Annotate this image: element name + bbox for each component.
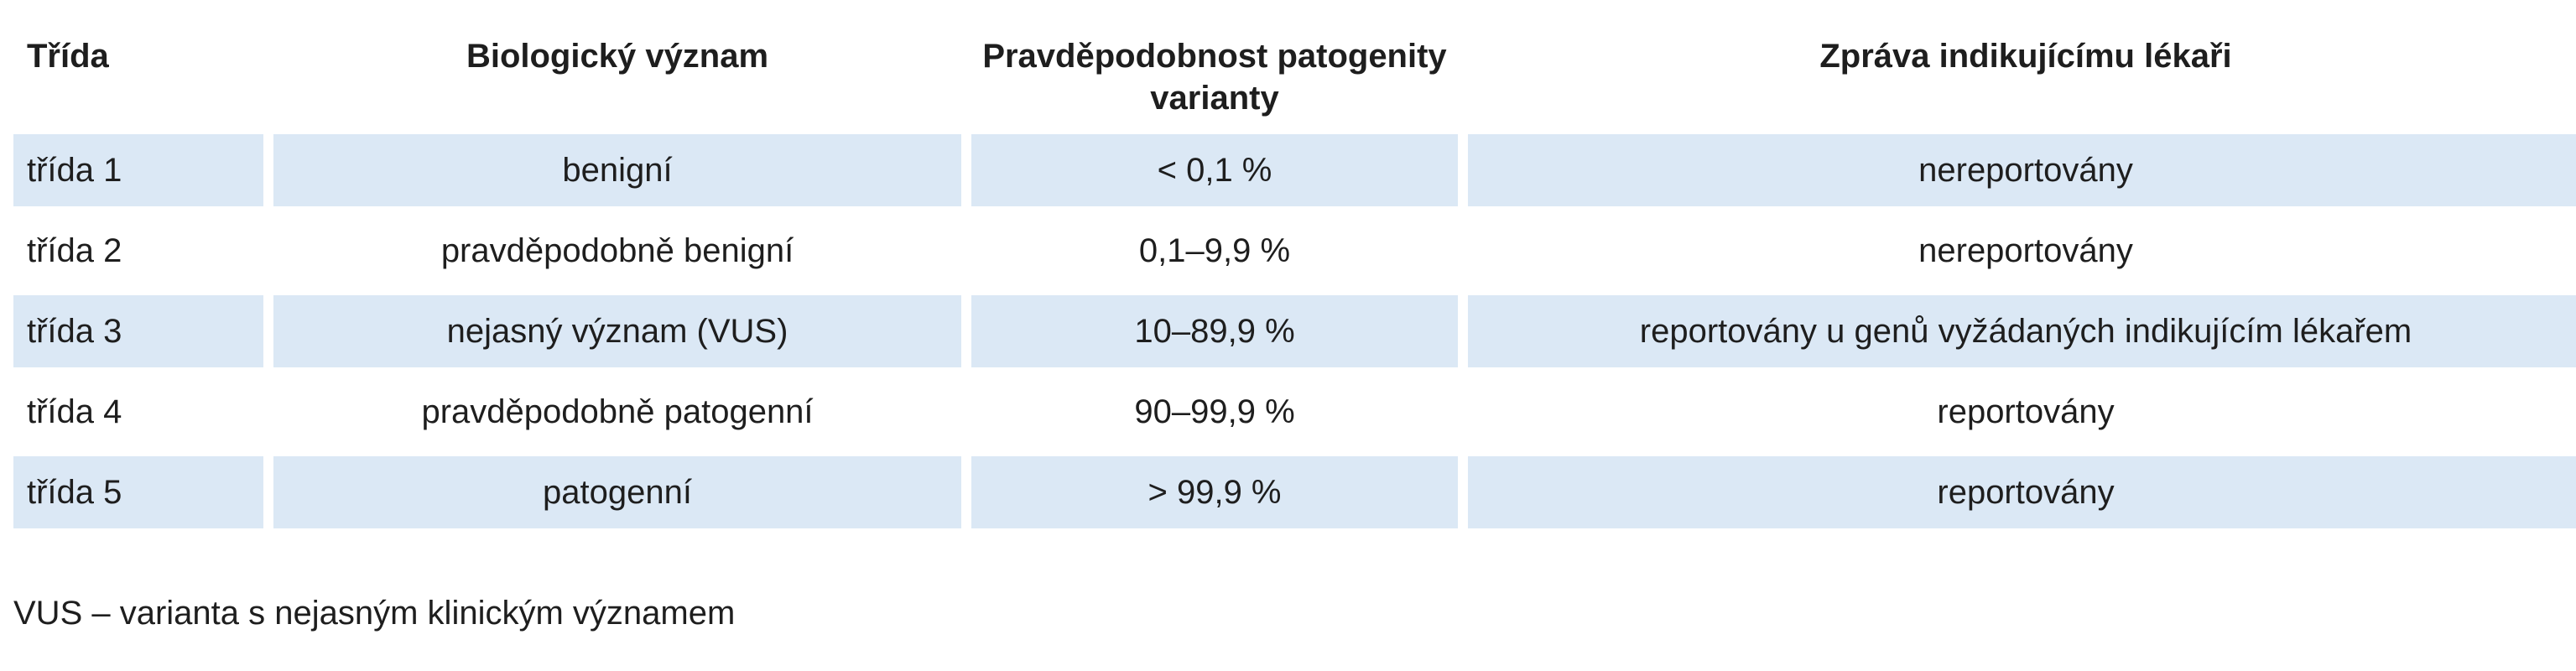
cell-probability: 90–99,9 %	[1134, 393, 1295, 430]
table-row: třída 1 benigní < 0,1 % nereportovány	[13, 134, 2576, 206]
cell-class: třída 2	[27, 231, 122, 269]
table-row: třída 4 pravděpodobně patogenní 90–99,9 …	[13, 376, 2576, 448]
cell-biological-meaning: pravděpodobně patogenní	[421, 393, 814, 430]
cell-biological-meaning: benigní	[273, 134, 961, 206]
cell-class: třída 3	[13, 295, 263, 367]
cell-biological-meaning: nejasný význam (VUS)	[273, 295, 961, 367]
table-row: třída 5 patogenní > 99,9 % reportovány	[13, 456, 2576, 528]
header-biological-meaning: Biologický význam	[466, 38, 769, 75]
cell-probability: 0,1–9,9 %	[1138, 231, 1291, 269]
header-report-to-physician: Zpráva indikujícímu lékaři	[1819, 38, 2232, 75]
cell-probability: 10–89,9 %	[971, 295, 1458, 367]
classification-table-container: Třída Biologický význam Pravděpodobnost …	[13, 15, 2576, 537]
cell-probability: > 99,9 %	[971, 456, 1458, 528]
table-footnote: VUS – varianta s nejasným klinickým význ…	[13, 595, 736, 632]
cell-class: třída 1	[13, 134, 263, 206]
cell-report: reportovány	[1937, 393, 2115, 430]
cell-report: reportovány u genů vyžádaných indikující…	[1468, 295, 2576, 367]
header-class: Třída	[27, 38, 109, 75]
cell-class: třída 4	[27, 393, 122, 430]
cell-biological-meaning: pravděpodobně benigní	[440, 231, 794, 269]
cell-class: třída 5	[13, 456, 263, 528]
header-pathogenicity-probability: Pravděpodobnost patogenity varianty	[982, 38, 1447, 117]
cell-report: reportovány	[1468, 456, 2576, 528]
cell-biological-meaning: patogenní	[273, 456, 961, 528]
table-header-row: Třída Biologický význam Pravděpodobnost …	[13, 23, 2576, 126]
table-row: třída 2 pravděpodobně benigní 0,1–9,9 % …	[13, 215, 2576, 287]
cell-probability: < 0,1 %	[971, 134, 1458, 206]
cell-report: nereportovány	[1468, 134, 2576, 206]
cell-report: nereportovány	[1918, 231, 2133, 269]
variant-classification-table: Třída Biologický význam Pravděpodobnost …	[3, 15, 2576, 537]
table-row: třída 3 nejasný význam (VUS) 10–89,9 % r…	[13, 295, 2576, 367]
